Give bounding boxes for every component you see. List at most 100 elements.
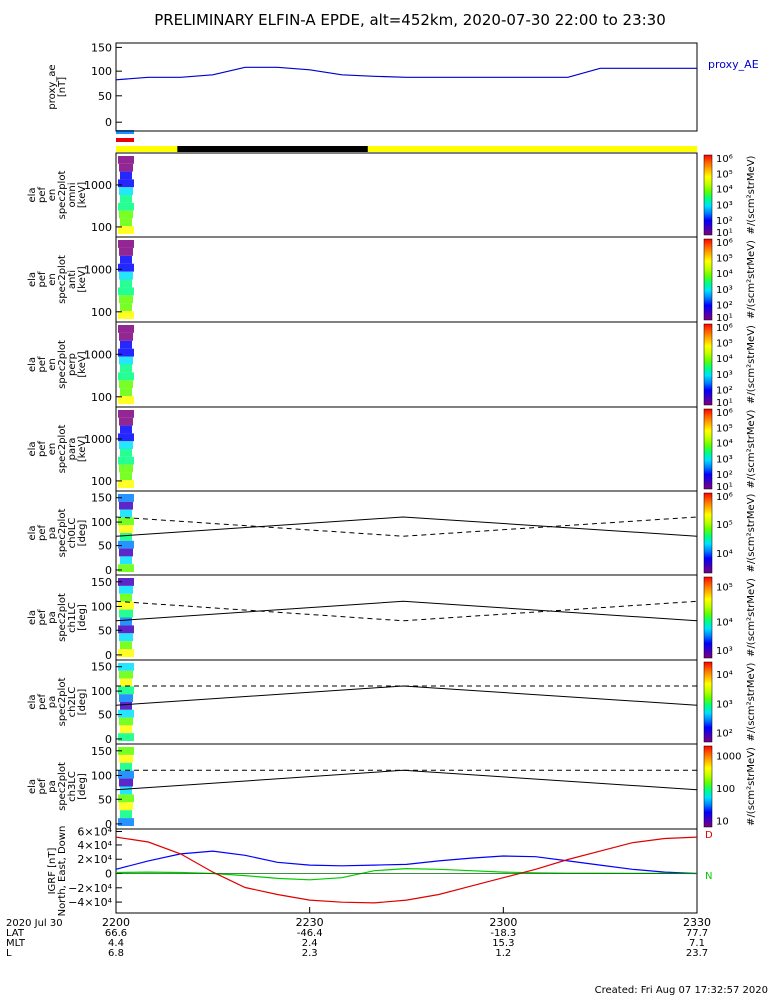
spectrogram-cell [118, 578, 134, 586]
spectrogram-cell [120, 725, 132, 734]
spectrogram-cell [118, 564, 134, 572]
panel-4: 1000 100 ela pef en spec2plot para [keV] 10⁶ 10⁵ 1… [27, 406, 757, 493]
spectrogram-cell [118, 709, 134, 718]
ytick-label: 100 [91, 685, 112, 698]
ylabel-line: pef [37, 525, 48, 542]
x-row-value: 15.3 [492, 938, 514, 949]
ylabel-line: spec2plot [57, 678, 68, 727]
colorbar-label: #/(scm²strMeV) [746, 578, 757, 657]
loss-cone-line [115, 600, 698, 622]
spectrogram-cell [119, 163, 133, 172]
loss-cone-line [115, 685, 698, 706]
ylabel-line: ela [27, 610, 38, 625]
ytick-label: −4×10⁴ [68, 896, 112, 909]
panel-frame [115, 236, 698, 323]
colorbar-tick-label: 1000 [716, 752, 741, 763]
colorbar [703, 408, 713, 490]
colorbar-tick-label: 10⁵ [716, 520, 733, 531]
ylabel-line: ch3LC [67, 771, 78, 802]
colorbar [703, 323, 713, 406]
x-row-value: -18.3 [490, 928, 516, 939]
ylabel-line: pa [47, 527, 58, 539]
spectrogram-cell [118, 325, 134, 333]
series-line-proxy-ae [115, 66, 697, 81]
spectrogram-cell [119, 525, 133, 533]
spectrogram-cell [120, 340, 132, 349]
spectrogram-cell [119, 633, 133, 642]
ylabel-line: [keV] [77, 182, 88, 208]
x-row-value: 77.7 [686, 928, 708, 939]
spectrogram-cell [119, 356, 133, 365]
created-timestamp: Created: Fri Aug 07 17:32:57 2020 [595, 985, 768, 996]
panel-8: 150 100 50 0 ela pef pa spec2plot ch3LC [deg] 1000… [27, 743, 757, 831]
status-bar-yellow [116, 146, 697, 152]
spectrogram-cell [118, 179, 134, 188]
spectrogram-cell [120, 702, 132, 710]
colorbar-label: #/(scm²strMeV) [746, 409, 757, 488]
spectrogram-cell [119, 501, 133, 510]
spectrogram-cell [120, 279, 132, 288]
colorbar-tick-label: 10² [716, 216, 733, 227]
spectrogram-cell [119, 295, 133, 304]
colorbar-tick-label: 10⁵ [716, 169, 733, 180]
colorbar-tick-label: 10¹ [716, 482, 733, 493]
spectrogram-cell [120, 472, 132, 481]
spectrogram-cell [118, 540, 134, 549]
spectrogram-cell [118, 601, 134, 610]
ytick-label: 50 [98, 540, 112, 553]
spectrogram-cell [120, 425, 132, 434]
spectrogram-cell [120, 786, 132, 795]
spectrogram-cell [118, 770, 134, 779]
ytick-label: 100 [91, 769, 112, 782]
spectrogram-cell [119, 464, 133, 473]
spectrogram-cell [118, 517, 134, 526]
colorbar-tick-label: 10⁴ [716, 439, 733, 450]
spectrogram-cell [118, 686, 134, 695]
panel-5: 150 100 50 0 ela pef pa spec2plot ch0LC [deg] 10⁶ 1… [27, 490, 757, 577]
ylabel-line: ela [27, 272, 38, 287]
spectrogram-cell [118, 649, 134, 657]
ylabel-line: pef [37, 271, 48, 288]
spectrogram-cell [120, 171, 132, 180]
ylabel-line: spec2plot [57, 340, 68, 389]
panel-frame [115, 659, 698, 745]
colorbar-label: #/(scm²strMeV) [746, 493, 757, 572]
ylabel-line: IGRF [nT] [47, 847, 58, 894]
spectrogram-cell [118, 433, 134, 442]
spectrogram-cell [119, 670, 133, 679]
spectrogram-cell [118, 494, 134, 502]
spectrogram-cell [118, 410, 134, 418]
spectrogram-cell [118, 733, 134, 741]
colorbar-tick-label: 10⁶ [716, 323, 733, 334]
ytick-label: 100 [91, 221, 112, 234]
spectrogram-cell [119, 754, 133, 763]
ytick-label: 100 [91, 391, 112, 404]
ylabel-line: spec2plot [57, 762, 68, 811]
ytick-label: 50 [98, 624, 112, 637]
spectrogram-cell [118, 202, 134, 211]
ylabel-line: para [67, 438, 78, 461]
ylabel-line: omni [67, 183, 78, 208]
ylabel-line: pef [37, 609, 48, 626]
colorbar-tick-label: 10⁴ [716, 670, 733, 681]
ytick-label: 1000 [84, 348, 112, 361]
x-row-value: 2.4 [302, 938, 318, 949]
spectrogram-cell [118, 794, 134, 803]
ylabel-line: pef [37, 694, 48, 711]
colorbar-tick-label: 10⁶ [716, 238, 733, 249]
panel-frame [115, 743, 698, 830]
x-row-value: -46.4 [297, 928, 323, 939]
ylabel-line: ela [27, 357, 38, 372]
x-row-value: 1.2 [495, 948, 511, 959]
colorbar-tick-label: 10⁴ [716, 269, 733, 280]
ytick-label: 50 [98, 709, 112, 722]
ylabel-line: spec2plot [57, 255, 68, 304]
ylabel-line: ela [27, 779, 38, 794]
ylabel-line: [keV] [77, 266, 88, 292]
colorbar-tick-label: 10² [716, 301, 733, 312]
xtick-label: 2300 [489, 916, 517, 929]
ylabel-line: [keV] [77, 436, 88, 462]
ylabel-line: en [47, 358, 58, 371]
